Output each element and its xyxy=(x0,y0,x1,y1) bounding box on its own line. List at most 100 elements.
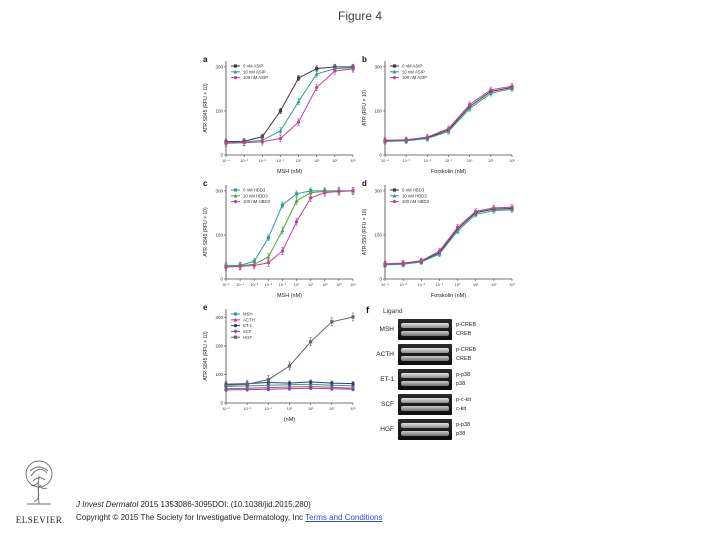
ligand-label: ET-1 xyxy=(380,376,394,383)
band-label: p-CREB xyxy=(456,321,477,328)
blot-band xyxy=(401,405,449,411)
svg-text:10⁻¹: 10⁻¹ xyxy=(277,159,285,163)
band-labels: p-c-kit c-kit xyxy=(456,396,471,414)
svg-text:10¹: 10¹ xyxy=(308,407,314,411)
svg-text:10⁻³: 10⁻³ xyxy=(241,159,249,163)
blot-row: SCF p-c-kit c-kit xyxy=(366,394,519,415)
svg-text:10⁻³: 10⁻³ xyxy=(222,407,230,411)
svg-text:10⁻⁵: 10⁻⁵ xyxy=(222,283,230,287)
band-label: c-kit xyxy=(456,405,467,412)
band-labels: p-CREB CREB xyxy=(456,321,476,339)
svg-text:10⁻¹: 10⁻¹ xyxy=(279,283,287,287)
svg-text:MSH (nM): MSH (nM) xyxy=(277,293,302,299)
svg-text:0 nM ASIP: 0 nM ASIP xyxy=(243,64,263,69)
panel-d-chart: 10⁻⁴ 10⁻³ 10⁻² 10⁻¹ 10⁰ 10¹ 10² 10³ 0 150 300 Forsk… xyxy=(360,178,519,302)
svg-text:300: 300 xyxy=(215,188,223,193)
svg-text:10⁴: 10⁴ xyxy=(350,283,356,287)
svg-text:10⁻¹: 10⁻¹ xyxy=(265,407,273,411)
svg-text:ATR (RFU × 10): ATR (RFU × 10) xyxy=(362,90,368,126)
svg-text:10⁻³: 10⁻³ xyxy=(403,159,411,163)
svg-text:0 nM HBD3: 0 nM HBD3 xyxy=(402,188,425,193)
svg-text:10¹: 10¹ xyxy=(308,283,314,287)
svg-text:10⁰: 10⁰ xyxy=(455,283,461,287)
panel-f-western-blots: f Ligand MSH p-CREB CREB ACTH p-CREB CREB ET-1… xyxy=(360,302,519,450)
svg-text:150: 150 xyxy=(374,109,382,114)
blot-image xyxy=(398,369,452,390)
terms-and-conditions-link[interactable]: Terms and Conditions xyxy=(305,513,383,522)
svg-text:100 nM ASIP: 100 nM ASIP xyxy=(402,75,427,80)
band-label: CREB xyxy=(456,355,472,362)
band-labels: p-p38 p38 xyxy=(456,371,470,389)
svg-text:10²: 10² xyxy=(491,283,497,287)
blot-image xyxy=(398,394,452,415)
svg-text:HGF: HGF xyxy=(243,335,252,340)
svg-text:10⁻²: 10⁻² xyxy=(418,283,426,287)
svg-text:10¹: 10¹ xyxy=(473,283,479,287)
svg-text:10⁻²: 10⁻² xyxy=(259,159,267,163)
svg-text:10 nM ASIP: 10 nM ASIP xyxy=(243,69,266,74)
svg-text:300: 300 xyxy=(374,64,382,69)
copyright-line: Copyright © 2015 The Society for Investi… xyxy=(76,511,383,524)
svg-text:Forskolin (nM): Forskolin (nM) xyxy=(431,293,466,299)
panel-f-label: f xyxy=(366,305,369,315)
blot-band xyxy=(401,348,449,354)
svg-text:SCF: SCF xyxy=(243,329,252,334)
svg-text:10⁻²: 10⁻² xyxy=(265,283,273,287)
elsevier-logo-text: ELSEVIER xyxy=(15,515,63,525)
band-label: CREB xyxy=(456,330,472,337)
ligand-label: SCF xyxy=(381,401,394,408)
blot-image xyxy=(398,419,452,440)
svg-text:(nM): (nM) xyxy=(284,417,295,423)
blot-row: MSH p-CREB CREB xyxy=(366,319,519,340)
svg-text:10⁻¹: 10⁻¹ xyxy=(436,283,444,287)
svg-text:10 nM HBD3: 10 nM HBD3 xyxy=(243,193,268,198)
svg-text:10 nM HBD3: 10 nM HBD3 xyxy=(402,193,427,198)
svg-text:10¹: 10¹ xyxy=(488,159,494,163)
blot-band xyxy=(401,323,449,329)
svg-text:10⁻⁴: 10⁻⁴ xyxy=(236,283,244,287)
citation-details: 2015 1353086-3095DOI: (10.1038/jid.2015.… xyxy=(138,500,311,509)
svg-text:150: 150 xyxy=(215,109,223,114)
panel-e-chart: 10⁻³ 10⁻² 10⁻¹ 10⁰ 10¹ 10² 10³ 0 100 200 300 (nM) AT… xyxy=(201,302,360,426)
blot-band xyxy=(401,423,449,429)
svg-text:10²: 10² xyxy=(509,159,515,163)
figure-image: 10⁻⁴ 10⁻³ 10⁻² 10⁻¹ 10⁰ 10¹ 10² 10³ 0 150 300 MSH (… xyxy=(201,54,519,450)
blot-row: HGF p-p38 p38 xyxy=(366,419,519,440)
svg-text:10²: 10² xyxy=(322,283,328,287)
journal-name: J Invest Dermatol xyxy=(76,500,139,509)
svg-text:Forskolin (nM): Forskolin (nM) xyxy=(431,169,466,175)
svg-text:10⁻¹: 10⁻¹ xyxy=(445,159,453,163)
svg-text:c: c xyxy=(203,179,208,188)
copyright-text: Copyright © 2015 The Society for Investi… xyxy=(76,513,306,522)
svg-text:b: b xyxy=(362,55,367,64)
band-label: p-p38 xyxy=(456,421,471,428)
svg-text:10⁻⁴: 10⁻⁴ xyxy=(381,159,389,163)
svg-text:0: 0 xyxy=(220,401,223,406)
svg-text:ATR-S845 (RFU × 10): ATR-S845 (RFU × 10) xyxy=(203,207,209,257)
svg-text:10³: 10³ xyxy=(350,159,356,163)
svg-text:0: 0 xyxy=(379,153,382,158)
figure-title: Figure 4 xyxy=(337,9,383,23)
band-labels: p-p38 p38 xyxy=(456,421,470,439)
svg-text:100 nM HBD3: 100 nM HBD3 xyxy=(243,199,271,204)
svg-text:10⁻²: 10⁻² xyxy=(424,159,432,163)
band-labels: p-CREB CREB xyxy=(456,346,476,364)
svg-text:ET-1: ET-1 xyxy=(243,323,253,328)
svg-text:100 nM ASIP: 100 nM ASIP xyxy=(243,75,268,80)
blot-image xyxy=(398,344,452,365)
blot-band xyxy=(401,430,449,436)
blot-band xyxy=(401,398,449,404)
svg-text:d: d xyxy=(362,179,367,188)
svg-text:ATR-S845 (RFU × 10): ATR-S845 (RFU × 10) xyxy=(203,83,209,133)
svg-text:10⁰: 10⁰ xyxy=(296,159,302,163)
blot-header-ligand: Ligand xyxy=(383,308,403,315)
svg-text:150: 150 xyxy=(215,233,223,238)
svg-text:10¹: 10¹ xyxy=(314,159,320,163)
svg-text:ACTH: ACTH xyxy=(243,317,255,322)
citation-line: J Invest Dermatol 2015 1353086-3095DOI: … xyxy=(76,498,383,511)
band-label: p-p38 xyxy=(456,371,471,378)
svg-text:10²: 10² xyxy=(329,407,335,411)
svg-text:10²: 10² xyxy=(332,159,338,163)
ligand-label: ACTH xyxy=(376,351,394,358)
blot-band xyxy=(401,380,449,386)
